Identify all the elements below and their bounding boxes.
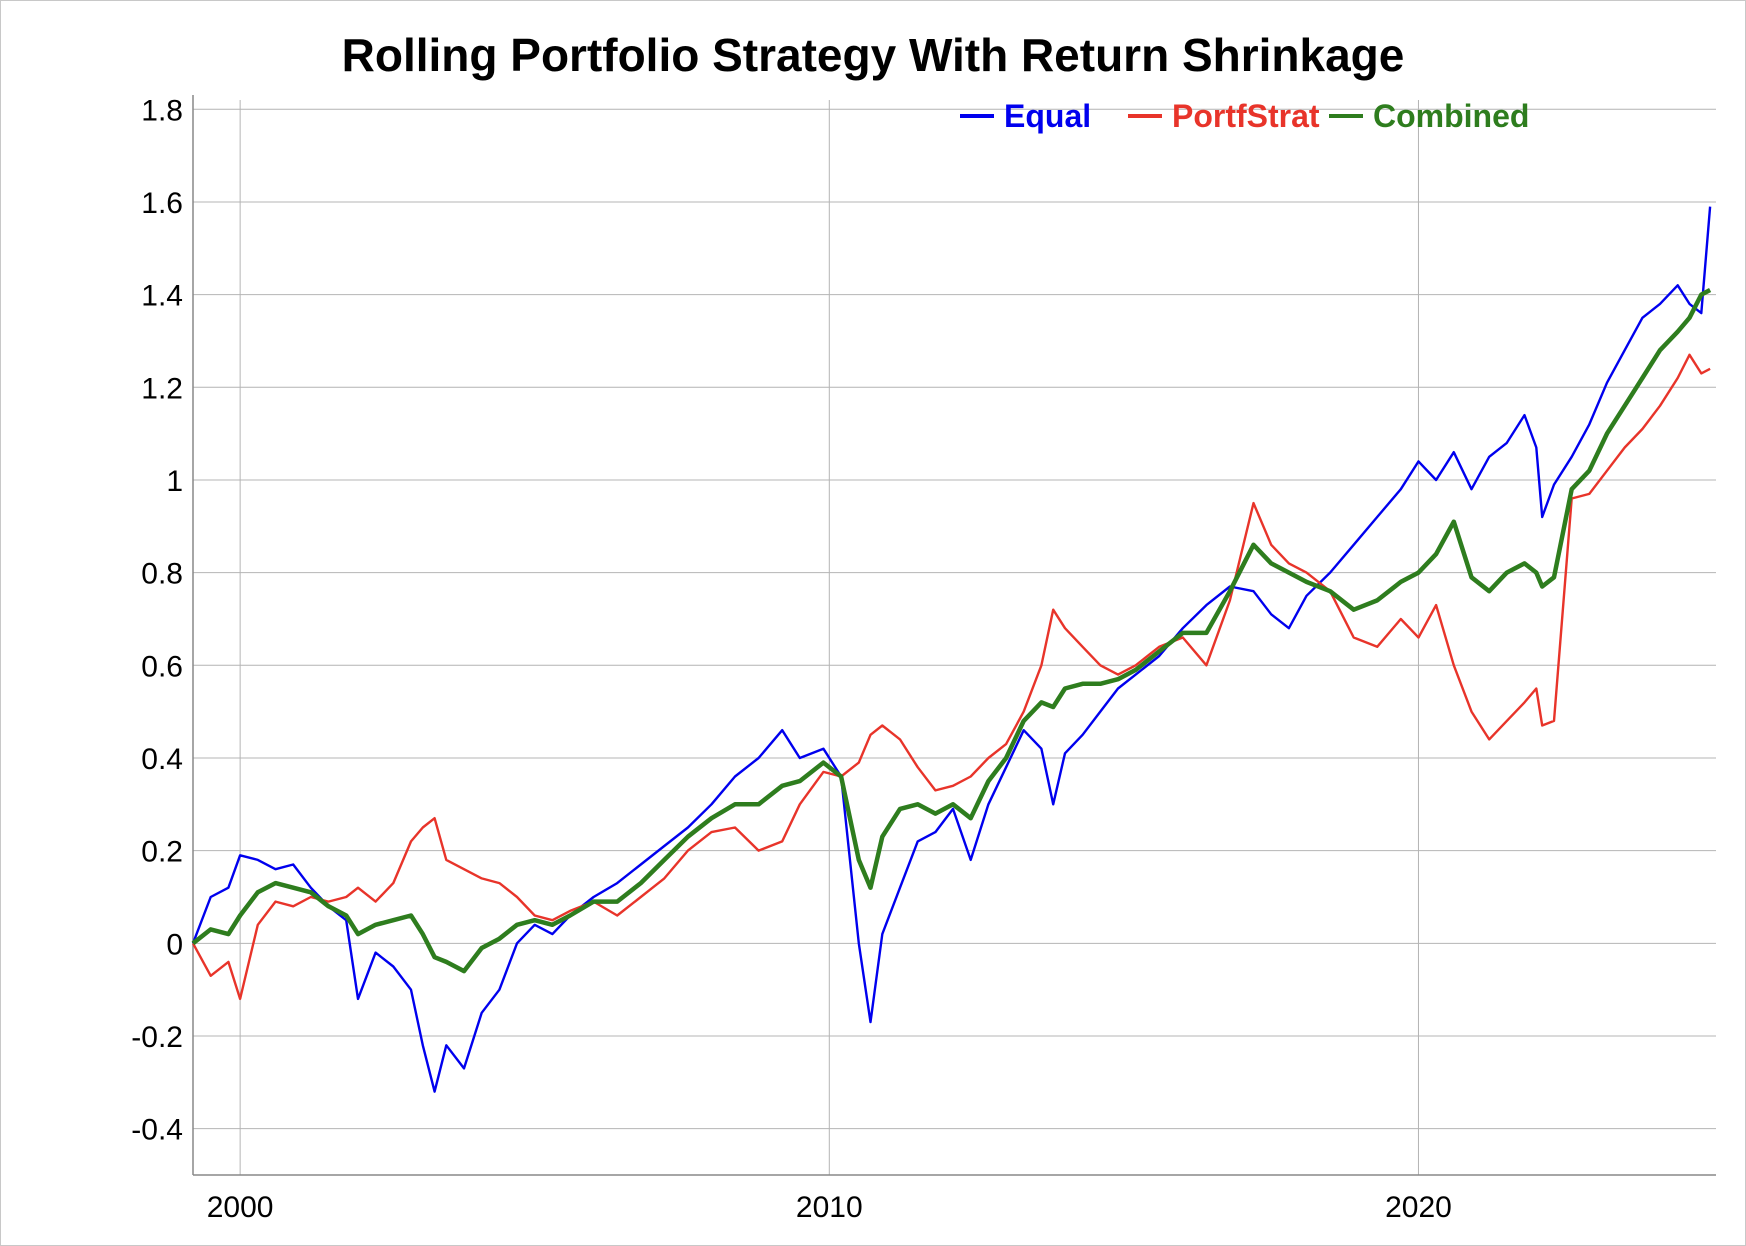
y-tick-label: -0.4 <box>131 1114 183 1147</box>
y-tick-label: 0.4 <box>141 743 183 776</box>
x-tick-label: 2020 <box>1385 1191 1452 1224</box>
y-tick-label: -0.2 <box>131 1021 183 1054</box>
x-tick-label: 2000 <box>207 1191 274 1224</box>
axes <box>192 95 1716 1176</box>
legend-label-portfstrat: PortfStrat <box>1172 98 1320 134</box>
y-axis-ticks: -0.4 -0.2 0 0.2 0.4 0.6 0.8 1 1.2 1.4 1.6 1.8 <box>131 94 183 1146</box>
legend: Equal PortfStrat Combined <box>960 98 1529 134</box>
y-tick-label: 1.2 <box>141 372 183 405</box>
y-tick-label: 1 <box>166 465 183 498</box>
legend-label-equal: Equal <box>1004 98 1091 134</box>
series-line-portfstrat <box>191 353 1711 1001</box>
series-lines <box>191 206 1712 1093</box>
y-tick-label: 0.6 <box>141 650 183 683</box>
series-line-equal <box>191 206 1712 1093</box>
y-tick-label: 1.4 <box>141 280 183 313</box>
y-tick-label: 1.6 <box>141 187 183 220</box>
x-axis-ticks: 2000 2010 2020 <box>207 1191 1452 1224</box>
chart-title: Rolling Portfolio Strategy With Return S… <box>341 29 1405 81</box>
gridlines <box>193 100 1716 1175</box>
y-tick-label: 0 <box>166 928 183 961</box>
y-tick-label: 1.8 <box>141 94 183 127</box>
series-line-combined <box>191 288 1712 974</box>
y-tick-label: 0.2 <box>141 836 183 869</box>
legend-label-combined: Combined <box>1373 98 1529 134</box>
y-tick-label: 0.8 <box>141 558 183 591</box>
x-tick-label: 2010 <box>796 1191 863 1224</box>
